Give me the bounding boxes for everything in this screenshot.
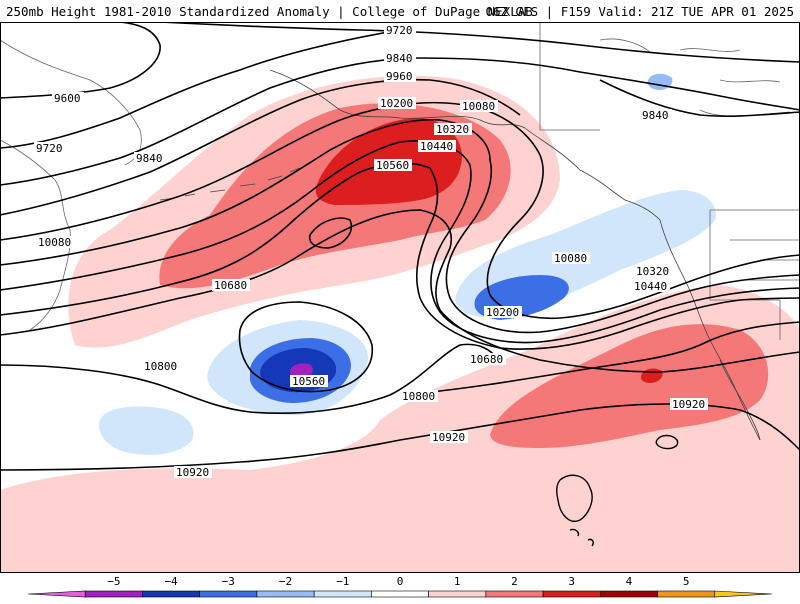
contour-10560-ridge	[308, 217, 352, 249]
contour-9720-arctic	[159, 22, 800, 63]
anomaly-map: 9720 9840 9960 9600 9720 9840 10200 1008…	[0, 22, 800, 573]
contour-label-10800-mid: 10800	[402, 390, 435, 403]
contour-9600	[0, 22, 161, 99]
contour-label-9600: 9600	[54, 92, 81, 105]
model-run-info: 06Z GFS | F159 Valid: 21Z TUE APR 01 202…	[485, 4, 794, 19]
height-contours	[0, 22, 800, 471]
colorbar-segment-7	[428, 590, 487, 598]
colorbar-segment-12	[714, 590, 773, 598]
asia-coast-west	[0, 139, 71, 331]
contour-9840-right	[599, 79, 800, 118]
contour-10800	[0, 343, 501, 414]
contour-10440-trough	[416, 167, 800, 350]
contour-10560-low	[238, 301, 373, 393]
contour-label-10080-top: 10080	[462, 100, 495, 113]
hawaiian-islands	[555, 474, 594, 547]
colorbar-segment-6	[371, 590, 429, 598]
anomaly-minus5-midpacific	[289, 363, 313, 378]
contour-10320-north	[0, 140, 471, 291]
colorbar-tick-label: −4	[164, 575, 178, 588]
colorbar-tick-label: −2	[279, 575, 292, 588]
contour-label-9840-right: 9840	[642, 109, 669, 122]
colorbar-segment-11	[657, 590, 716, 598]
baja-california	[719, 359, 761, 441]
colorbar-segment-10	[600, 590, 658, 598]
colorbar-tick-label: −5	[107, 575, 120, 588]
map-svg: 9720 9840 9960 9600 9720 9840 10200 1008…	[0, 22, 800, 573]
colorbar-segment-8	[485, 590, 544, 598]
aleutian-islands	[159, 167, 301, 201]
contour-10320-trough	[430, 164, 800, 344]
contour-label-10560-low: 10560	[292, 375, 325, 388]
colorbar-svg: −5 −4 −3 −2 −1 0 1 2 3 4 5	[27, 575, 773, 598]
contour-10680	[0, 209, 800, 373]
contour-10080-trough	[486, 154, 800, 320]
anomaly-minus1-west	[99, 406, 194, 455]
coastlines	[0, 22, 800, 547]
contour-labels: 9720 9840 9960 9600 9720 9840 10200 1008…	[34, 24, 708, 479]
colorbar-tick-label: −3	[222, 575, 235, 588]
contour-label-9840-left: 9840	[136, 152, 163, 165]
colorbar-tick-label: 5	[683, 575, 690, 588]
contour-label-10200-top: 10200	[380, 97, 413, 110]
colorbar-segment-5	[313, 590, 372, 598]
contour-label-9720-left: 9720	[36, 142, 63, 155]
map-header: 250mb Height 1981-2010 Standardized Anom…	[0, 0, 800, 22]
contour-label-10320-right: 10320	[636, 265, 669, 278]
contour-9720-west	[0, 29, 401, 149]
colorbar-tick-label: −1	[336, 575, 349, 588]
colorbar-segment-1	[84, 590, 143, 598]
arctic-islands	[599, 38, 791, 117]
hawaii-marker-loop	[655, 434, 679, 450]
contour-label-10560-top: 10560	[376, 159, 409, 172]
contour-label-10200-trough: 10200	[486, 306, 519, 319]
colorbar-segment-2	[142, 590, 200, 598]
contour-label-10440-right: 10440	[634, 280, 667, 293]
contour-label-10920-mid: 10920	[432, 431, 465, 444]
contour-label-10320-top: 10320	[436, 123, 469, 136]
map-title: 250mb Height 1981-2010 Standardized Anom…	[6, 4, 533, 19]
colorbar-tick-label: 4	[626, 575, 633, 588]
contour-label-10680-left: 10680	[214, 279, 247, 292]
contour-label-10920-right: 10920	[672, 398, 705, 411]
anomaly-colorbar: −5 −4 −3 −2 −1 0 1 2 3 4 5	[0, 573, 800, 600]
colorbar-tick-label: 2	[511, 575, 518, 588]
colorbar-segment-4	[256, 590, 315, 598]
colorbar-segment-3	[199, 590, 258, 598]
anomaly-plus2-california	[490, 324, 769, 448]
contour-label-10920-left: 10920	[176, 466, 209, 479]
colorbar-tick-label: 1	[454, 575, 461, 588]
colorbar-tick-label: 3	[568, 575, 575, 588]
contour-label-9720-top: 9720	[386, 24, 413, 37]
contour-label-10680-mid: 10680	[470, 353, 503, 366]
alaska-coastline	[269, 69, 661, 221]
colorbar-segment-0	[27, 590, 86, 598]
colorbar-segment-9	[542, 590, 601, 598]
contour-label-9960: 9960	[386, 70, 413, 83]
contour-label-10080-right: 10080	[554, 252, 587, 265]
contour-10200-north	[0, 118, 491, 266]
contour-label-10080-left: 10080	[38, 236, 71, 249]
contour-9960	[0, 78, 521, 216]
contour-10440-north	[0, 162, 431, 316]
contour-10800-east	[399, 321, 800, 396]
contour-10200-trough	[445, 159, 800, 334]
contour-label-10440-top: 10440	[420, 140, 453, 153]
contour-label-9840-top: 9840	[386, 52, 413, 65]
colorbar-tick-label: 0	[397, 575, 404, 588]
contour-label-10800-left: 10800	[144, 360, 177, 373]
